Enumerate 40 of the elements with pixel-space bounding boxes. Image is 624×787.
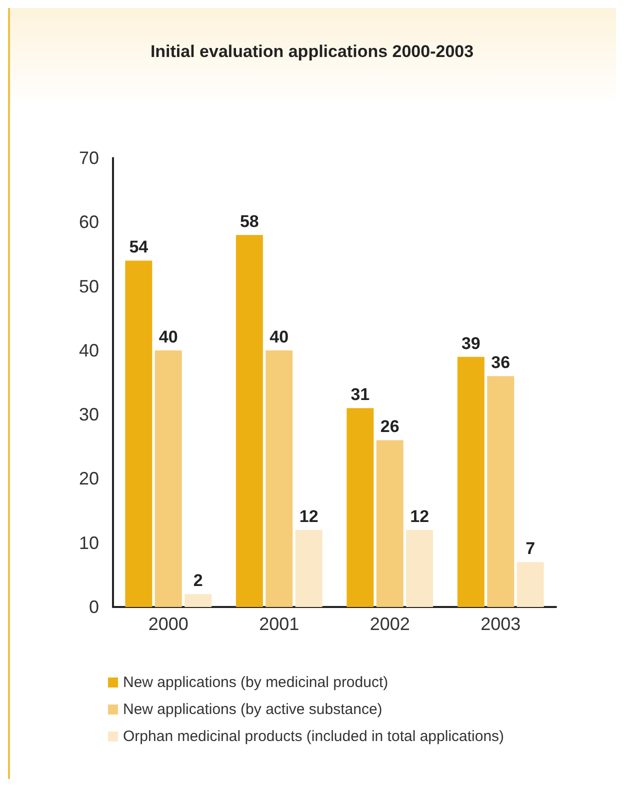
data-label: 36 [491, 353, 510, 372]
chart-title: Initial evaluation applications 2000-2003 [150, 42, 474, 61]
y-tick-label: 40 [78, 340, 99, 360]
x-tick-label: 2000 [148, 614, 188, 634]
y-tick-label: 20 [78, 468, 99, 489]
x-tick-label: 2001 [259, 614, 300, 634]
bar [266, 350, 293, 607]
bar [516, 562, 544, 607]
x-tick-label: 2003 [480, 614, 521, 634]
bar [154, 350, 182, 607]
data-label: 40 [158, 327, 178, 346]
data-label: 2 [193, 571, 203, 590]
bar [376, 440, 404, 607]
bar [406, 530, 434, 607]
data-label: 40 [270, 327, 289, 346]
bar [184, 594, 212, 607]
bar [457, 356, 484, 607]
y-tick-label: 30 [78, 404, 99, 425]
data-label: 54 [129, 238, 149, 257]
y-tick-label: 0 [88, 597, 99, 617]
bar [295, 530, 322, 607]
bar [236, 234, 263, 607]
x-tick-label: 2002 [370, 614, 410, 634]
y-tick-label: 50 [78, 276, 99, 296]
data-label: 31 [350, 385, 370, 404]
data-label: 58 [240, 212, 259, 231]
y-tick-label: 70 [78, 148, 99, 168]
legend-label: New applications (by medicinal product) [123, 674, 388, 691]
data-label: 12 [410, 507, 430, 526]
bar [487, 376, 514, 607]
data-label: 12 [299, 507, 318, 526]
y-tick-label: 60 [78, 212, 99, 232]
y-tick-label: 10 [78, 532, 99, 553]
bar [125, 260, 152, 607]
data-label: 7 [526, 539, 536, 558]
legend-label: Orphan medicinal products (included in total applications) [123, 728, 504, 745]
bar [346, 408, 374, 607]
data-label: 39 [461, 334, 480, 353]
legend-label: New applications (by active substance) [123, 701, 382, 718]
data-label: 26 [380, 417, 400, 436]
